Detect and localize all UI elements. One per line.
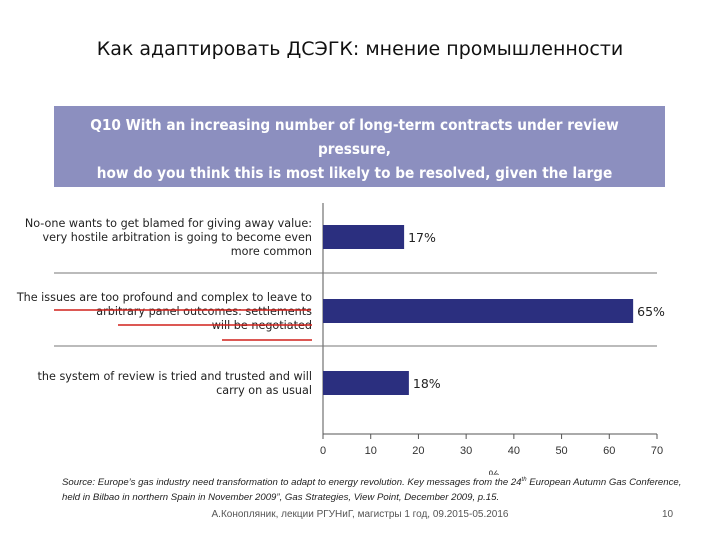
question-banner: Q10 With an increasing number of long-te…: [54, 106, 665, 230]
x-tick-label-30: 30: [460, 445, 472, 457]
category-label-1-line-3: more common: [231, 245, 312, 258]
category-label-3-line-1: the system of review is tried and truste…: [38, 370, 312, 383]
x-tick-label-70: 70: [651, 445, 663, 457]
category-label-1-line-1: No-one wants to get blamed for giving aw…: [25, 217, 312, 230]
source-note: Source: Europe’s gas industry need trans…: [62, 473, 702, 505]
page-number: 10: [662, 509, 674, 520]
bar-value-label-2: 65%: [637, 304, 665, 319]
bar-chart: 0 10 20 30 40 50 60 70% 17% No-one wants to get b…: [16, 203, 665, 475]
x-tick-label-10: 10: [365, 445, 377, 457]
x-tick-label-50: 50: [555, 445, 567, 457]
slide-title: Как адаптировать ДСЭГК: мнение промышлен…: [96, 38, 624, 60]
category-label-2-line-1: The issues are too profound and complex …: [16, 291, 312, 304]
category-label-1-line-2: very hostile arbitration is going to bec…: [43, 231, 312, 244]
x-tick-label-40: 40: [508, 445, 520, 457]
x-tick-label-0: 0: [320, 445, 326, 457]
bar-2: [323, 299, 634, 323]
x-axis-title: %: [489, 468, 500, 475]
x-tick-label-20: 20: [412, 445, 424, 457]
bar-value-label-1: 17%: [408, 230, 436, 245]
source-text-start: Source: Europe’s gas industry need trans…: [62, 477, 522, 489]
category-label-3-line-2: carry on as usual: [216, 384, 312, 397]
bar-value-label-3: 18%: [413, 376, 441, 391]
question-text: Q10 With an increasing number of long-te…: [90, 116, 619, 230]
source-superscript: th: [521, 477, 527, 483]
bar-3: [323, 371, 409, 395]
source-text-end: European Autumn Gas Conference, held in …: [62, 477, 682, 504]
footer-text: А.Конопляник, лекции РГУНиГ, магистры 1 …: [211, 509, 509, 520]
category-label-2-line-2: arbitrary panel outcomes: settlements: [96, 305, 312, 318]
bar-1: [323, 225, 405, 249]
x-tick-label-60: 60: [603, 445, 615, 457]
